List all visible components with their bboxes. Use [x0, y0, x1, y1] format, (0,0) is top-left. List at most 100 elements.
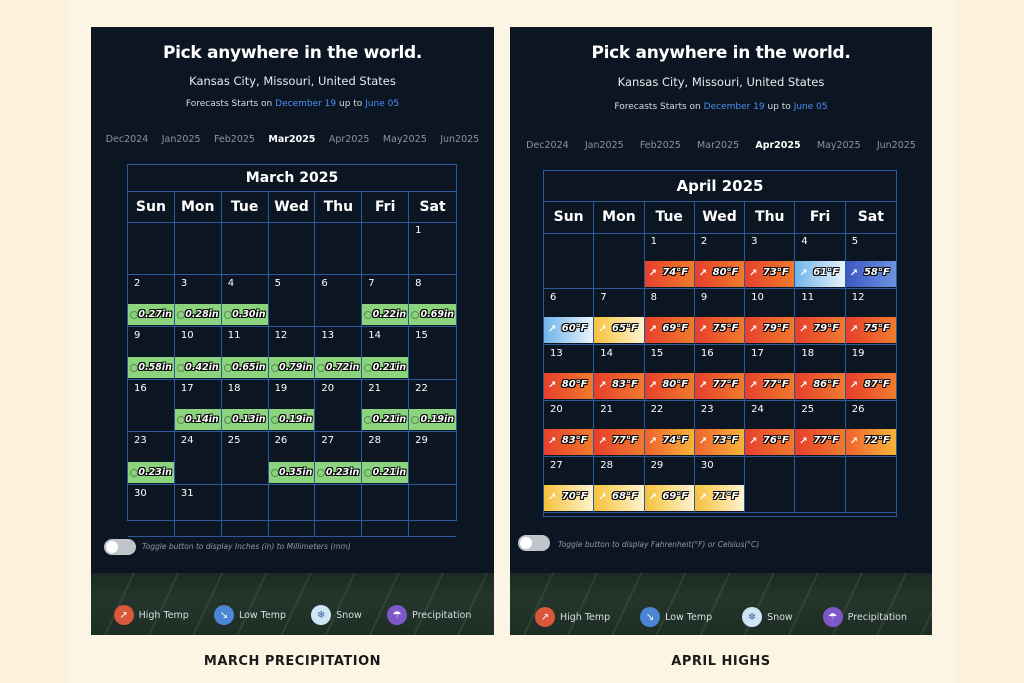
day-cell[interactable]: 28 ↗ 68°F	[594, 457, 645, 513]
day-cell[interactable]: 2 ↗ 80°F	[694, 233, 746, 289]
day-cell[interactable]: 4 ↗ 61°F	[795, 233, 846, 289]
forecast-end-link[interactable]: June 05	[365, 99, 400, 109]
snowflake-icon: ❄	[742, 607, 763, 627]
day-cell[interactable]: 20	[315, 379, 363, 432]
day-cell[interactable]: 26 ↗ 72°F	[845, 401, 896, 457]
day-cell[interactable]: 27 0.23in	[315, 432, 363, 485]
day-cell[interactable]: 10 ↗ 79°F	[745, 289, 796, 345]
month-tab[interactable]: Apr2025	[755, 140, 801, 151]
legend-item[interactable]: ↘ Low Temp	[213, 605, 286, 625]
high-temp-badge: ↗ 69°F	[644, 317, 694, 343]
day-cell[interactable]: 30	[128, 484, 175, 537]
month-tab[interactable]: May2025	[382, 134, 427, 145]
day-cell[interactable]: 21 ↗ 77°F	[594, 401, 645, 457]
units-toggle[interactable]	[104, 539, 136, 555]
day-cell[interactable]: 24 ↗ 76°F	[745, 401, 796, 457]
day-cell[interactable]: 18 ↗ 86°F	[795, 345, 846, 401]
units-toggle[interactable]	[518, 535, 550, 551]
day-cell[interactable]: 22 ↗ 74°F	[644, 401, 695, 457]
day-cell[interactable]: 9 ↗ 75°F	[694, 289, 746, 345]
day-cell[interactable]: 11 ↗ 79°F	[795, 289, 846, 345]
month-tab[interactable]: Jun2025	[440, 134, 480, 145]
legend-item[interactable]: ↘ Low Temp	[640, 607, 712, 627]
legend-item[interactable]: ↗ High Temp	[534, 607, 610, 627]
month-tab[interactable]: Dec2024	[526, 140, 569, 151]
day-cell[interactable]: 26 0.35in	[268, 432, 316, 485]
day-cell[interactable]: 16	[128, 379, 175, 432]
day-cell[interactable]: 3 0.28in	[174, 274, 222, 327]
day-cell[interactable]: 23 ↗ 73°F	[694, 401, 746, 457]
forecast-prefix: Forecasts Starts on	[614, 102, 701, 112]
legend-item[interactable]: ☂ Precipitation	[387, 605, 471, 625]
day-cell[interactable]: 16 ↗ 77°F	[694, 345, 746, 401]
arrow-up-right-icon: ↗	[799, 268, 808, 279]
day-cell[interactable]: 6 ↗ 60°F	[544, 289, 595, 345]
day-cell[interactable]: 2 0.27in	[128, 274, 175, 327]
forecast-end-link[interactable]: June 05	[793, 102, 828, 112]
day-cell[interactable]: 13 ↗ 80°F	[544, 345, 595, 401]
forecast-start-link[interactable]: December 19	[275, 99, 337, 109]
month-tab[interactable]: Dec2024	[105, 134, 149, 145]
day-cell[interactable]: 17 0.14in	[174, 379, 222, 432]
day-cell[interactable]: 17 ↗ 77°F	[745, 345, 796, 401]
day-cell[interactable]: 24	[174, 432, 222, 485]
day-cell[interactable]: 23 0.23in	[128, 432, 175, 485]
legend-item[interactable]: ❄ Snow	[742, 607, 793, 627]
day-cell[interactable]: 29	[409, 432, 456, 485]
day-cell[interactable]: 6	[315, 274, 363, 327]
day-cell[interactable]: 12 ↗ 75°F	[845, 289, 896, 345]
weekday-label: Thu	[745, 202, 796, 234]
day-cell[interactable]: 25	[221, 432, 269, 485]
day-cell[interactable]: 28 0.21in	[362, 432, 410, 485]
month-tab[interactable]: May2025	[816, 140, 861, 151]
month-tab[interactable]: Apr2025	[328, 134, 370, 145]
day-cell[interactable]: 19 ↗ 87°F	[845, 345, 896, 401]
weekday-label: Wed	[694, 202, 746, 234]
legend-label: Precipitation	[847, 611, 908, 623]
day-cell[interactable]: 1	[409, 222, 456, 275]
day-cell[interactable]: 3 ↗ 73°F	[745, 233, 796, 289]
day-cell[interactable]: 10 0.42in	[174, 327, 222, 380]
day-cell[interactable]: 7 ↗ 65°F	[594, 289, 645, 345]
day-cell[interactable]: 8 0.69in	[409, 275, 456, 327]
day-cell[interactable]: 18 0.13in	[221, 379, 269, 432]
day-cell[interactable]: 21 0.21in	[362, 379, 410, 432]
month-tab[interactable]: Jun2025	[876, 140, 916, 151]
day-cell[interactable]: 25 ↗ 77°F	[795, 401, 846, 457]
legend-item[interactable]: ❄ Snow	[311, 605, 362, 625]
month-tab[interactable]: Jan2025	[161, 134, 201, 145]
day-cell[interactable]: 14 ↗ 83°F	[594, 345, 645, 401]
day-cell[interactable]: 15 ↗ 80°F	[644, 345, 695, 401]
day-cell[interactable]: 5	[268, 274, 316, 327]
day-cell[interactable]: 5 ↗ 58°F	[845, 233, 896, 289]
month-tab[interactable]: Mar2025	[268, 134, 316, 145]
day-cell[interactable]: 31	[174, 484, 222, 537]
day-cell[interactable]: 11 0.65in	[221, 327, 269, 380]
month-tab[interactable]: Feb2025	[213, 134, 255, 145]
day-cell[interactable]: 4 0.30in	[221, 274, 269, 327]
day-cell[interactable]: 1 ↗ 74°F	[644, 233, 695, 289]
month-tab[interactable]: Mar2025	[697, 140, 740, 151]
day-cell[interactable]: 20 ↗ 83°F	[544, 401, 595, 457]
day-cell[interactable]: 7 0.22in	[362, 274, 410, 327]
arrow-up-right-icon: ↗	[749, 380, 758, 391]
day-cell[interactable]: 27 ↗ 70°F	[544, 457, 595, 513]
day-cell[interactable]: 12 0.79in	[268, 327, 316, 380]
day-cell[interactable]: 13 0.72in	[315, 327, 363, 380]
day-cell[interactable]: 29 ↗ 69°F	[644, 457, 695, 513]
day-cell[interactable]: 9 0.58in	[128, 327, 175, 380]
legend-item[interactable]: ↗ High Temp	[113, 605, 189, 625]
day-cell[interactable]: 22 0.19in	[409, 380, 456, 432]
day-cell[interactable]: 30 ↗ 71°F	[694, 457, 746, 513]
day-cell[interactable]: 8 ↗ 69°F	[644, 289, 695, 345]
month-tab[interactable]: Jan2025	[584, 140, 624, 151]
temperature-value: 77°F	[813, 435, 839, 446]
day-cell[interactable]: 19 0.19in	[268, 379, 316, 432]
forecast-start-link[interactable]: December 19	[703, 102, 765, 112]
location-label: Kansas City, Missouri, United States	[617, 75, 825, 89]
day-cell[interactable]: 14 0.21in	[362, 327, 410, 380]
arrow-up-right-icon: ↗	[548, 436, 557, 447]
month-tab[interactable]: Feb2025	[639, 140, 681, 151]
legend-item[interactable]: ☂ Precipitation	[822, 607, 908, 627]
day-cell[interactable]: 15	[409, 327, 456, 380]
